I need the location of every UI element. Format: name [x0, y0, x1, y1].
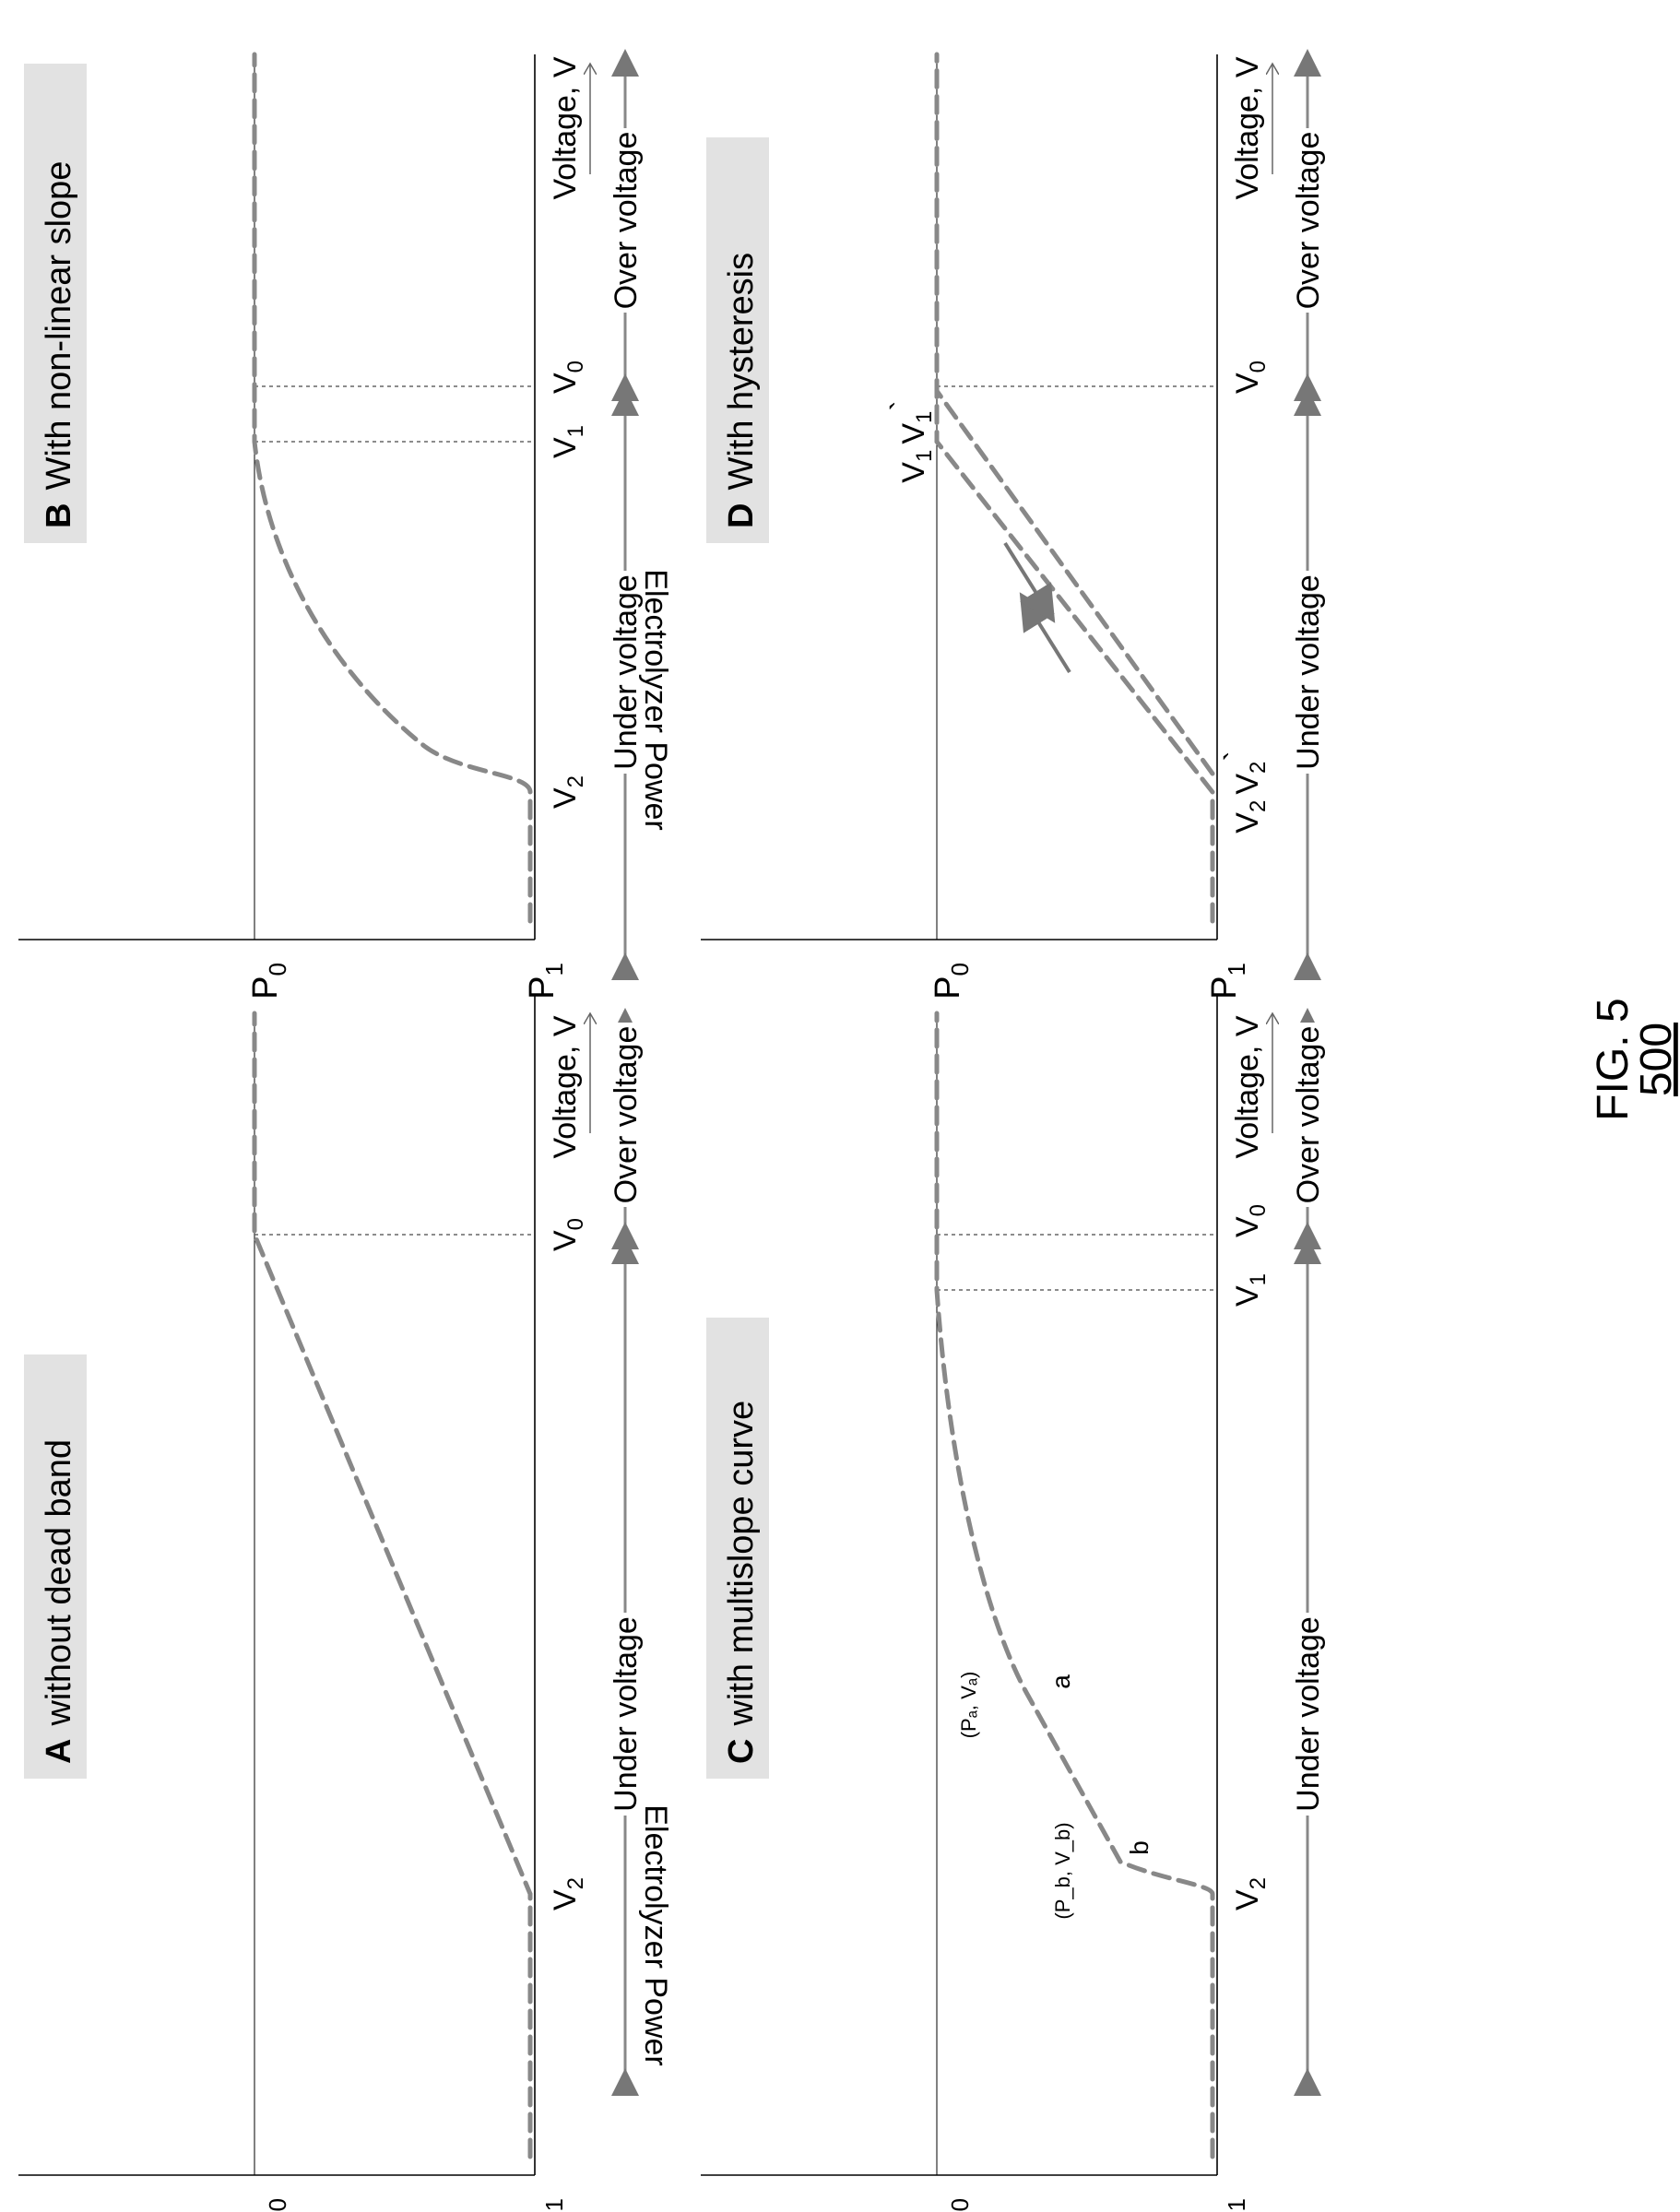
panel-a-v2-label: V2 — [548, 1877, 588, 1910]
panel-c-under-voltage-label: Under voltage — [1291, 1616, 1326, 1812]
panel-c-title: Cwith multislope curve — [722, 1401, 761, 1764]
panel-d-v2-label: V2V2` — [1219, 751, 1271, 833]
panel-c-y-axis-label: Electrolyzer Power — [638, 1804, 673, 2065]
panel-d-under-voltage-bg — [1287, 571, 1328, 774]
panel-a-over-voltage-bg — [605, 1023, 645, 1207]
panel-a-under-voltage-label: Under voltage — [609, 1616, 644, 1812]
panel-c-point-b-coords: (P_b, V_b) — [1051, 1822, 1074, 1919]
panel-d-p0-label: P0 — [929, 963, 974, 1000]
panel-d-curve-up — [934, 388, 1215, 776]
panel-d-v1-label: V1V1` — [885, 400, 937, 482]
panel-b-over-voltage-bg — [605, 128, 645, 313]
figure-caption: FIG. 5 500 — [1589, 998, 1680, 1120]
panel-d-over-voltage-bg — [1287, 128, 1328, 313]
panel-b-curve — [252, 52, 533, 924]
panel-a-over-voltage-label: Over voltage — [609, 1026, 644, 1204]
panel-b-x-axis-label: Voltage, V — [548, 56, 583, 199]
panel-c-under-voltage-bg — [1287, 1613, 1328, 1816]
panel-b-p0-label: P0 — [246, 963, 291, 1000]
panel-d-title-box — [706, 137, 769, 543]
panel-d-under-voltage-label: Under voltage — [1291, 574, 1326, 770]
panel-b-over-voltage-label: Over voltage — [609, 132, 644, 310]
panel-d-arrow-down — [1003, 541, 1056, 623]
panel-d-p1-label: P1 — [1205, 963, 1250, 1000]
panel-c-p0-label: P0 — [929, 2198, 974, 2212]
panel-d-curve-down — [934, 52, 1215, 924]
panel-c-title-box — [706, 1318, 769, 1779]
panel-c: Cwith multislope curve P0 P1 V2 V1 V0 — [638, 995, 1328, 2212]
panel-c-over-voltage-bg — [1287, 1023, 1328, 1207]
panel-a: Awithout dead band P0 P1 V2 V0 — [18, 995, 645, 2212]
panel-d-v0-label: V0 — [1230, 361, 1271, 394]
panel-c-v2-label: V2 — [1230, 1877, 1271, 1910]
panel-a-under-voltage-bg — [605, 1613, 645, 1816]
panel-c-v0-label: V0 — [1230, 1204, 1271, 1237]
panel-b: BWith non-linear slope P0 P1 V2 V1 V0 — [18, 49, 645, 1000]
rotated-sheet: Awithout dead band P0 P1 V2 V0 — [18, 49, 1680, 2212]
panel-b-v1-label: V1 — [548, 425, 588, 458]
panel-a-title: Awithout dead band — [40, 1439, 78, 1764]
panel-c-p1-label: P1 — [1205, 2198, 1250, 2212]
panel-c-over-voltage-label: Over voltage — [1291, 1026, 1326, 1204]
panel-b-v0-label: V0 — [548, 361, 588, 394]
panel-d-title: DWith hysteresis — [722, 253, 761, 528]
panel-d-over-voltage-label: Over voltage — [1291, 132, 1326, 310]
panel-c-v1-label: V1 — [1230, 1273, 1271, 1307]
panel-c-curve — [934, 1011, 1215, 2159]
panel-c-point-b-label: b — [1125, 1840, 1154, 1855]
panel-b-v2-label: V2 — [548, 775, 588, 809]
panel-a-p1-label: P1 — [523, 2198, 568, 2212]
panel-c-x-axis-label: Voltage, V — [1230, 1015, 1265, 1158]
panel-b-under-voltage-label: Under voltage — [609, 574, 644, 770]
panel-a-p0-label: P0 — [246, 2198, 291, 2212]
panel-d-x-axis-label: Voltage, V — [1230, 56, 1265, 199]
panel-a-curve — [252, 1011, 533, 2159]
panel-a-v0-label: V0 — [548, 1218, 588, 1251]
panel-b-under-voltage-bg — [605, 571, 645, 774]
figure-label: FIG. 5 — [1589, 998, 1638, 1120]
panel-a-title-box — [24, 1354, 87, 1779]
panel-d: DWith hysteresis P0 P1 V2V2` V1V1` — [638, 49, 1328, 1000]
panel-b-title-box — [24, 64, 87, 543]
panel-c-point-a-label: a — [1047, 1674, 1075, 1689]
panel-a-x-axis-label: Voltage, V — [548, 1015, 583, 1158]
panel-d-y-axis-label: Electrolyzer Power — [638, 569, 673, 830]
panel-b-title: BWith non-linear slope — [40, 161, 78, 528]
panel-c-point-a-coords: (Pₐ, Vₐ) — [957, 1672, 980, 1739]
panel-b-p1-label: P1 — [523, 963, 568, 1000]
figure-number: 500 — [1632, 1023, 1680, 1096]
